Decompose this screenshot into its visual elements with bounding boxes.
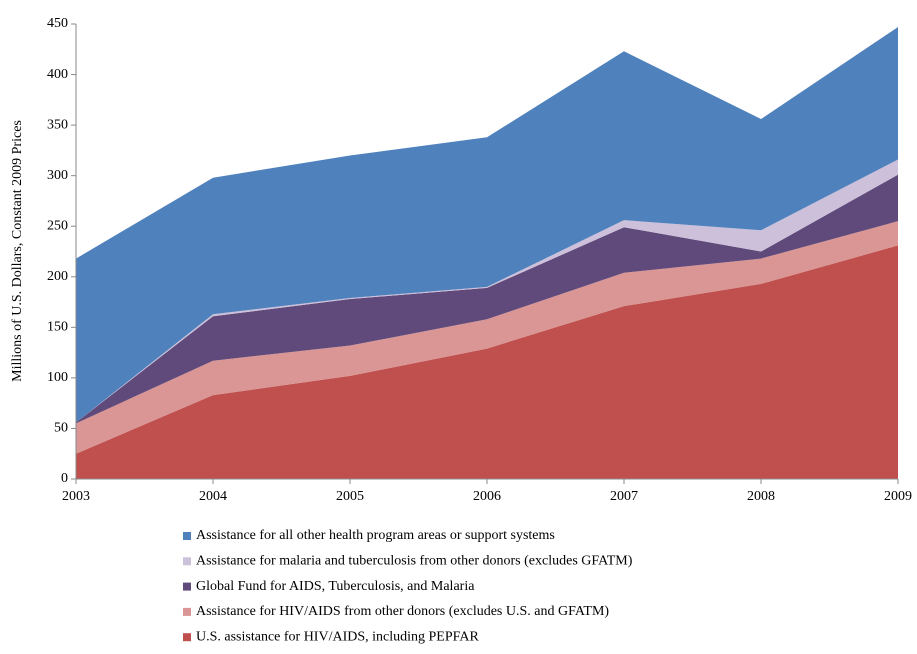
x-tick-label: 2009 (884, 489, 912, 504)
y-tick-label: 200 (47, 269, 68, 284)
legend-label: Assistance for all other health program … (196, 528, 555, 543)
legend-swatch (183, 557, 191, 566)
y-tick-label: 250 (47, 218, 68, 233)
legend-label: U.S. assistance for HIV/AIDS, including … (196, 629, 480, 644)
y-axis-label: Millions of U.S. Dollars, Constant 2009 … (10, 120, 25, 382)
area (76, 174, 898, 424)
x-tick-label: 2005 (336, 489, 364, 504)
x-tick-label: 2006 (473, 489, 501, 504)
legend-label: Assistance for malaria and tuberculosis … (196, 554, 633, 569)
legend-label: Assistance for HIV/AIDS from other donor… (196, 604, 609, 619)
y-tick-label: 100 (47, 370, 68, 385)
area (76, 159, 898, 423)
x-tick-label: 2003 (62, 489, 90, 504)
area (76, 27, 898, 423)
x-tick-label: 2007 (610, 489, 638, 504)
area (76, 245, 898, 479)
legend-swatch (183, 532, 191, 540)
x-tick-label: 2004 (199, 489, 227, 504)
y-tick-label: 400 (47, 67, 68, 82)
y-tick-label: 0 (61, 471, 68, 486)
y-tick-label: 50 (54, 421, 68, 436)
y-tick-label: 300 (47, 168, 68, 183)
legend-swatch (183, 582, 191, 591)
x-tick-label: 2008 (747, 489, 775, 504)
legend-swatch (183, 633, 191, 642)
legend-label: Global Fund for AIDS, Tuberculosis, and … (196, 579, 475, 594)
y-tick-label: 350 (47, 117, 68, 132)
y-tick-label: 450 (47, 16, 68, 31)
y-tick-label: 150 (47, 320, 68, 335)
area (76, 221, 898, 454)
legend-swatch (183, 607, 191, 616)
